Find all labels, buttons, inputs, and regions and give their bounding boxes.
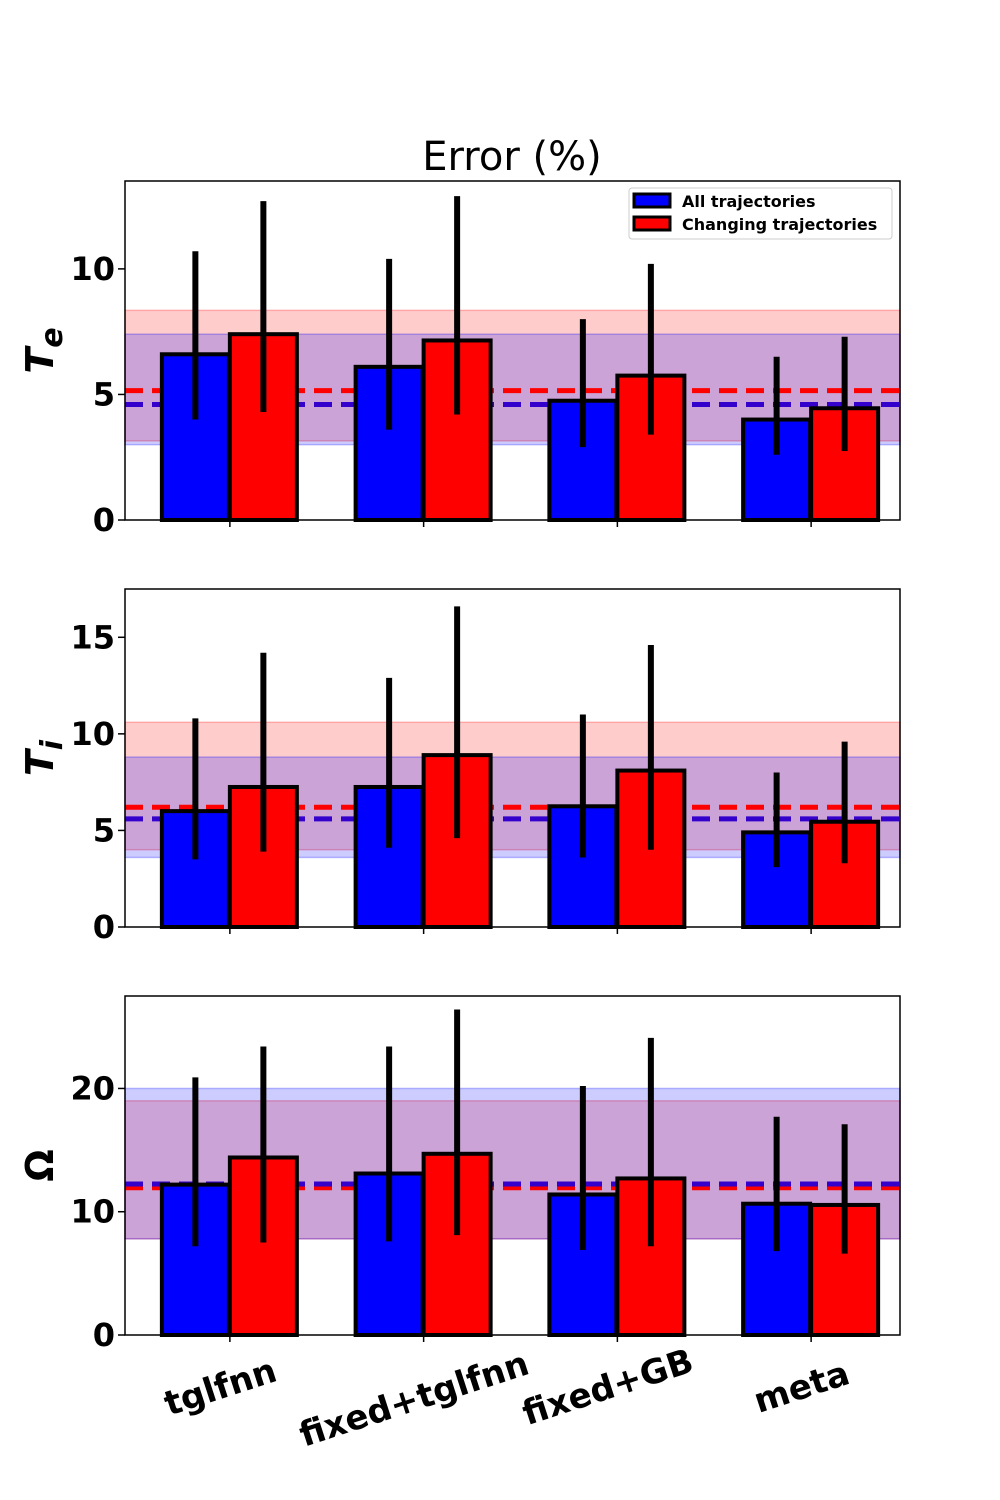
- legend-label-all: All trajectories: [682, 192, 815, 211]
- bar-changing-fixed+GB: [615, 1176, 687, 1337]
- legend: All trajectories Changing trajectories: [628, 187, 893, 240]
- legend-swatch-all: [632, 192, 672, 209]
- y-tick-label: 5: [93, 375, 115, 413]
- category-label-meta: meta: [749, 1353, 854, 1421]
- y-axis-label-main: T: [18, 747, 62, 776]
- y-tick-label: 0: [93, 908, 115, 946]
- y-tick-label: 0: [93, 501, 115, 539]
- y-axis-label: Ti: [18, 739, 70, 776]
- category-label-tglfnn: tglfnn: [159, 1351, 281, 1425]
- y-tick-label: 0: [93, 1316, 115, 1354]
- y-axis-label-subscript: e: [35, 327, 70, 347]
- y-tick-label: 20: [70, 1069, 115, 1107]
- y-tick-label: 10: [70, 1193, 115, 1231]
- panel-1: 0 5 10 Te: [18, 180, 901, 539]
- y-tick-label: 10: [70, 715, 115, 753]
- category-label-fixed+GB: fixed+GB: [518, 1341, 699, 1434]
- y-axis-label-main: T: [18, 345, 62, 374]
- y-tick-label: 5: [93, 811, 115, 849]
- axes-frame: [124, 180, 901, 521]
- legend-frame: [628, 187, 893, 240]
- panel-3: 0 10 20 Ω: [18, 995, 901, 1354]
- chart-title: Error (%): [422, 134, 601, 180]
- y-axis-label-main: Ω: [18, 1149, 62, 1181]
- legend-swatch-changing: [632, 215, 672, 232]
- panel-2: 0 5 10 15 Ti: [18, 588, 901, 946]
- y-axis-label-subscript: i: [35, 739, 70, 750]
- legend-label-changing: Changing trajectories: [682, 215, 877, 234]
- axes-frame: [124, 995, 901, 1336]
- category-label-fixed+tglfnn: fixed+tglfnn: [295, 1344, 534, 1456]
- y-axis-label: Te: [18, 327, 70, 373]
- y-tick-label: 15: [70, 618, 115, 656]
- axes-frame: [124, 588, 901, 928]
- y-axis-label: Ω: [18, 1149, 62, 1181]
- y-tick-label: 10: [70, 250, 115, 288]
